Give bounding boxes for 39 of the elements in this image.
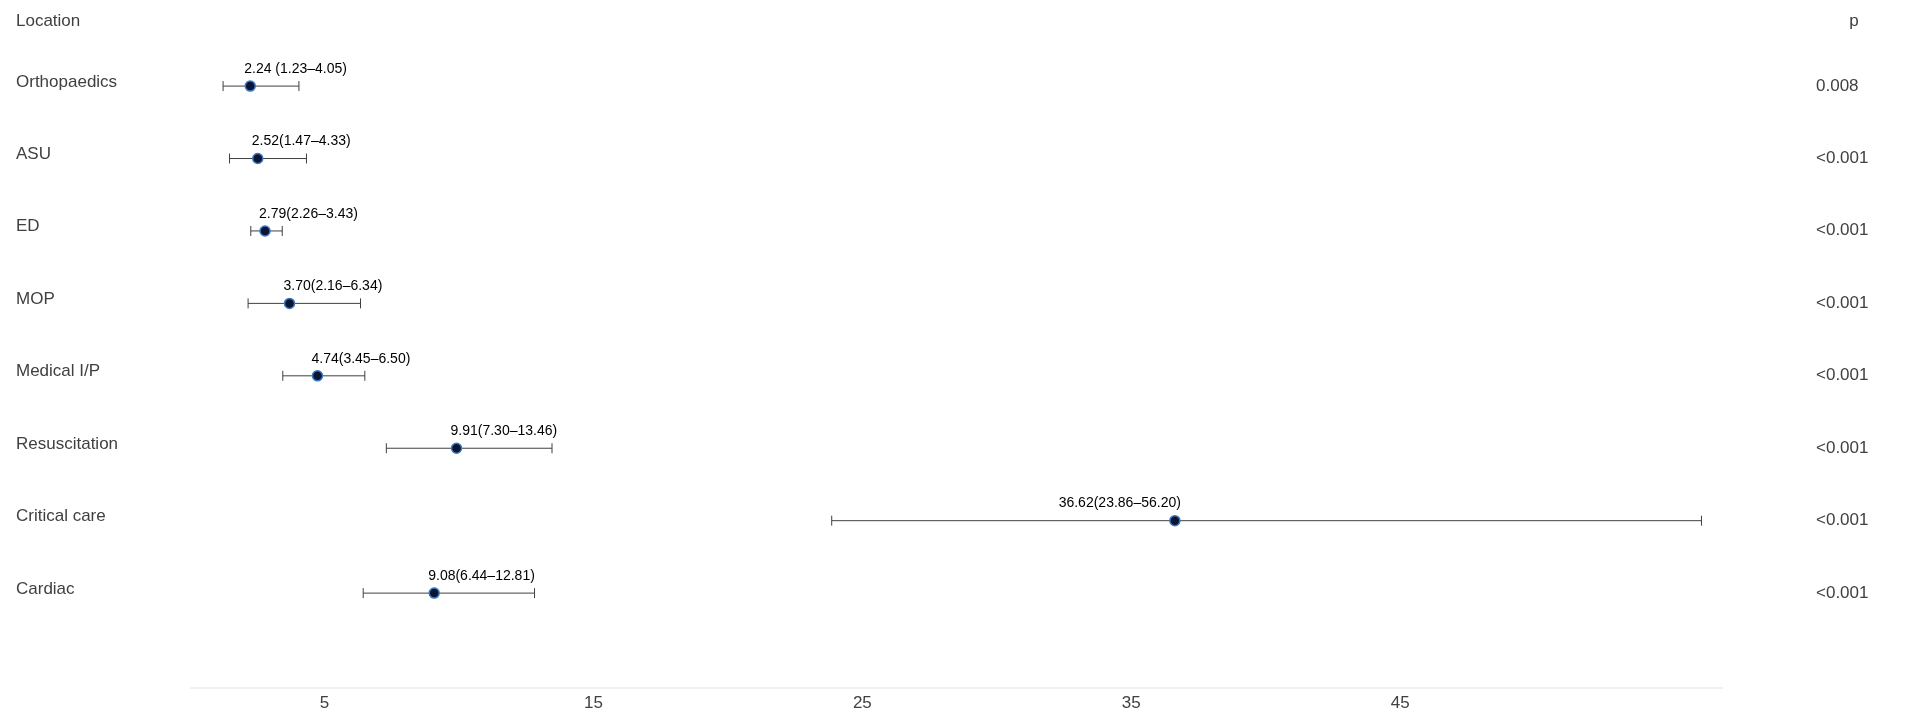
x-tick-label: 45 (1390, 693, 1410, 713)
data-label: 4.74(3.45–6.50) (311, 349, 411, 366)
data-label: 9.91(7.30–13.46) (450, 421, 558, 438)
point (259, 225, 271, 237)
data-label: 2.79(2.26–3.43) (259, 204, 358, 221)
text: <0.001 (1816, 292, 1869, 312)
y-axis-title: Location (16, 11, 81, 31)
x-tick-label: 25 (852, 693, 872, 713)
y-tick-label: Critical care (16, 506, 106, 526)
text: <0.001 (1816, 582, 1869, 602)
point (428, 587, 440, 599)
x-tick-label: 15 (583, 693, 603, 713)
text: p (1849, 11, 1859, 31)
point (252, 152, 264, 165)
text: <0.001 (1816, 437, 1869, 457)
text: <0.001 (1816, 220, 1869, 240)
text: <0.001 (1816, 365, 1869, 385)
data-label: 36.62(23.86–56.20) (1058, 494, 1181, 511)
y-tick-label: Orthopaedics (16, 71, 118, 91)
y-tick-label: MOP (16, 288, 55, 308)
data-label: 2.24 (1.23–4.05) (244, 59, 347, 76)
y-tick-label: Resuscitation (16, 433, 119, 453)
point (311, 370, 324, 382)
text: <0.001 (1816, 510, 1869, 530)
data-label: 3.70(2.16–6.34) (283, 277, 383, 294)
text: <0.001 (1816, 148, 1869, 167)
text: 0.008 (1816, 75, 1859, 95)
point (1169, 514, 1181, 527)
y-tick-label: ED (16, 216, 40, 236)
x-tick-label: 35 (1121, 693, 1141, 713)
y-tick-label: Cardiac (16, 578, 76, 598)
x-tick-label: 5 (319, 693, 330, 713)
data-label: 9.08(6.44–12.81) (428, 566, 535, 583)
y-tick-label: ASU (16, 144, 51, 163)
point (450, 442, 463, 454)
point (283, 297, 296, 310)
y-tick-label: Medical I/P (16, 361, 101, 381)
point (244, 80, 256, 92)
data-label: 2.52(1.47–4.33) (251, 132, 351, 149)
